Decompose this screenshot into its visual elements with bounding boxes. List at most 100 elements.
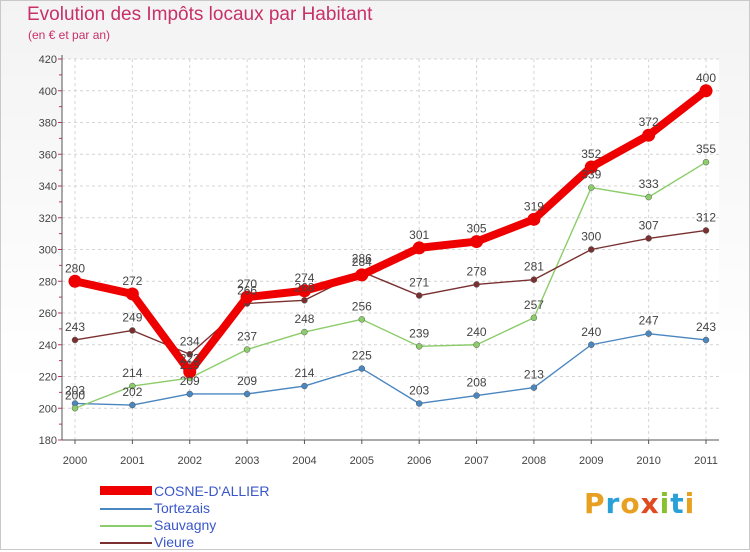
x-tick-label: 2005 bbox=[350, 455, 374, 467]
data-label: 209 bbox=[180, 374, 200, 388]
logo-letter: P bbox=[584, 487, 606, 520]
data-point bbox=[588, 184, 595, 191]
legend-swatch-sauvagny bbox=[100, 525, 152, 527]
series-line-vieure bbox=[74, 229, 707, 355]
data-label: 286 bbox=[352, 252, 372, 266]
data-label: 301 bbox=[409, 228, 429, 242]
data-label: 256 bbox=[352, 299, 372, 313]
data-point bbox=[415, 292, 423, 299]
data-label: 355 bbox=[696, 142, 716, 156]
y-tick-label: 380 bbox=[39, 118, 57, 130]
data-label: 209 bbox=[237, 374, 257, 388]
data-point bbox=[125, 287, 139, 301]
data-label: 333 bbox=[639, 177, 659, 191]
data-point bbox=[358, 316, 366, 323]
series-line-sauvagny bbox=[74, 161, 707, 409]
data-label: 266 bbox=[237, 283, 257, 297]
data-point bbox=[297, 284, 311, 298]
data-point bbox=[243, 346, 251, 353]
data-point bbox=[530, 384, 538, 391]
data-point bbox=[186, 351, 193, 358]
data-label: 243 bbox=[65, 320, 85, 334]
data-point bbox=[301, 297, 308, 304]
x-tick-label: 2007 bbox=[464, 455, 488, 467]
data-label: 223 bbox=[180, 352, 200, 366]
series-line-cosnedallier bbox=[71, 86, 710, 376]
data-label: 213 bbox=[524, 368, 544, 382]
data-label: 274 bbox=[294, 271, 314, 285]
data-label: 284 bbox=[352, 255, 372, 269]
data-point bbox=[71, 336, 79, 344]
data-label: 300 bbox=[581, 230, 601, 244]
data-point bbox=[584, 160, 598, 174]
y-tick-label: 180 bbox=[39, 435, 57, 447]
proxiti-logo: Proxiti bbox=[584, 487, 695, 520]
data-point bbox=[530, 314, 538, 322]
data-label: 247 bbox=[639, 314, 659, 328]
y-tick-label: 280 bbox=[39, 276, 57, 288]
logo-letter: r bbox=[605, 487, 621, 520]
data-point bbox=[186, 390, 193, 398]
data-label: 280 bbox=[65, 261, 85, 275]
data-label: 319 bbox=[524, 199, 544, 213]
data-point bbox=[71, 405, 79, 412]
series-line-tortezais bbox=[74, 332, 707, 406]
legend-label-tortezais: Tortezais bbox=[154, 500, 211, 516]
legend-label-vieure: Vieure bbox=[154, 534, 195, 550]
data-point bbox=[527, 212, 541, 226]
x-tick-label: 2008 bbox=[522, 455, 546, 467]
data-point bbox=[642, 128, 656, 142]
data-label: 270 bbox=[237, 277, 257, 291]
data-label: 257 bbox=[524, 298, 544, 312]
data-label: 239 bbox=[409, 326, 429, 340]
data-point bbox=[183, 365, 197, 379]
legend-label-sauvagny: Sauvagny bbox=[154, 517, 217, 533]
y-tick-label: 240 bbox=[39, 340, 57, 352]
x-tick-label: 2003 bbox=[235, 455, 259, 467]
x-tick-label: 2000 bbox=[63, 455, 87, 467]
y-tick-label: 320 bbox=[39, 213, 57, 225]
logo-letter: i bbox=[659, 487, 671, 520]
data-point bbox=[645, 235, 652, 242]
legend-swatch-cosne bbox=[100, 486, 152, 495]
logo-letter: o bbox=[620, 487, 641, 520]
chart-title: Evolution des Impôts locaux par Habitant bbox=[27, 4, 373, 25]
x-tick-label: 2002 bbox=[177, 455, 201, 467]
x-tick-label: 2001 bbox=[120, 455, 144, 467]
data-point bbox=[473, 281, 480, 288]
data-label: 234 bbox=[180, 334, 200, 348]
data-label: 278 bbox=[467, 264, 487, 278]
data-label: 214 bbox=[122, 366, 142, 380]
data-label: 372 bbox=[639, 115, 659, 129]
data-point bbox=[470, 235, 484, 249]
legend-swatch-vieure bbox=[100, 542, 152, 544]
data-point bbox=[415, 400, 423, 407]
data-label: 248 bbox=[294, 312, 314, 326]
data-label: 219 bbox=[180, 358, 200, 372]
y-tick-label: 200 bbox=[39, 403, 57, 415]
data-point bbox=[358, 365, 366, 372]
data-point bbox=[412, 241, 426, 255]
data-point bbox=[588, 341, 595, 348]
data-label: 203 bbox=[409, 383, 429, 397]
x-tick-label: 2011 bbox=[694, 455, 718, 467]
data-label: 203 bbox=[65, 383, 85, 397]
data-label: 214 bbox=[294, 366, 314, 380]
data-label: 305 bbox=[467, 222, 487, 236]
legend-label-cosne: COSNE-D'ALLIER bbox=[154, 483, 270, 499]
logo-letter: t bbox=[670, 487, 685, 520]
data-label: 272 bbox=[122, 274, 142, 288]
data-label: 243 bbox=[696, 320, 716, 334]
data-point bbox=[243, 390, 251, 398]
data-label: 240 bbox=[581, 325, 601, 339]
logo-letter: x bbox=[640, 487, 660, 520]
data-label: 208 bbox=[467, 376, 487, 390]
data-label: 237 bbox=[237, 330, 257, 344]
y-tick-label: 260 bbox=[39, 308, 57, 320]
data-label: 268 bbox=[294, 280, 314, 294]
data-point bbox=[129, 401, 136, 409]
data-point bbox=[702, 336, 710, 344]
data-point bbox=[473, 341, 480, 348]
data-label: 400 bbox=[696, 71, 716, 85]
